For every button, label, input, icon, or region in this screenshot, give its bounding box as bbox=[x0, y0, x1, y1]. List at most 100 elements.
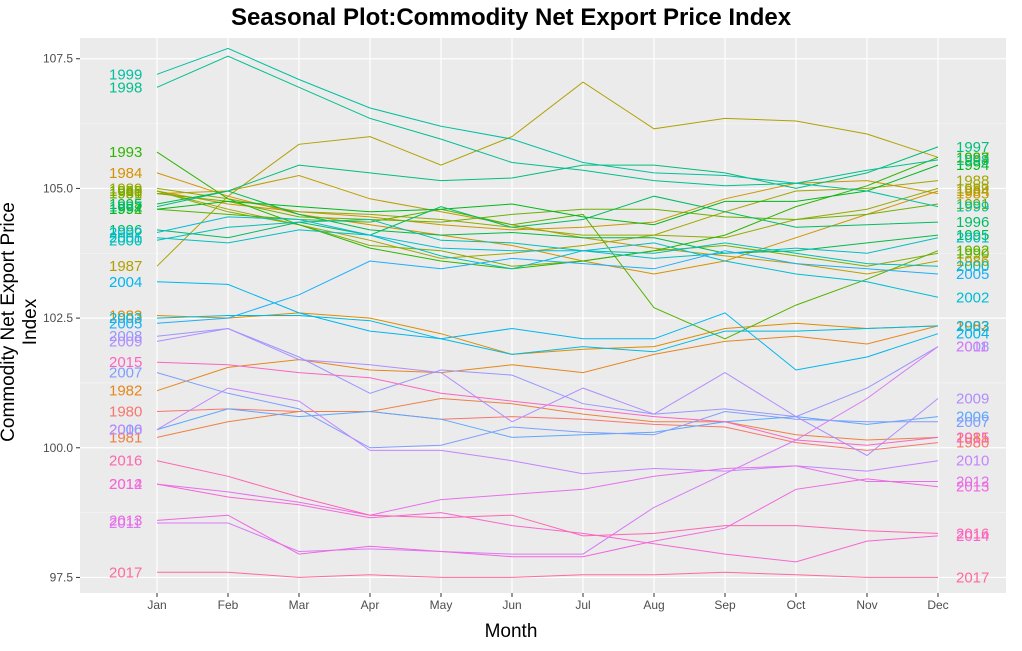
series-line-1999 bbox=[156, 47, 939, 208]
series-label-start-1985: 1985 bbox=[109, 183, 142, 200]
series-label-end-1981: 1981 bbox=[956, 429, 989, 446]
series-line-2004 bbox=[156, 281, 939, 371]
series-label-end-2012: 2012 bbox=[956, 473, 989, 490]
chart-title: Seasonal Plot:Commodity Net Export Price… bbox=[230, 4, 792, 31]
series-line-1996 bbox=[156, 195, 939, 239]
x-tick-label: Feb bbox=[218, 598, 239, 612]
x-tick-label: Mar bbox=[289, 598, 310, 612]
series-line-2003 bbox=[156, 315, 939, 355]
series-label-end-1985: 1985 bbox=[956, 186, 989, 203]
series-label-end-2003: 2003 bbox=[956, 318, 989, 335]
y-tick-label: 97.5 bbox=[50, 570, 74, 584]
series-line-2015 bbox=[156, 361, 939, 446]
x-tick-label: Sep bbox=[714, 598, 736, 612]
series-label-end-1997: 1997 bbox=[956, 139, 989, 156]
series-label-end-2008: 2008 bbox=[956, 339, 989, 356]
series-label-start-2017: 2017 bbox=[109, 564, 142, 581]
series-label-end-2005: 2005 bbox=[956, 266, 989, 283]
series-label-start-1988: 1988 bbox=[109, 183, 142, 200]
series-label-end-1996: 1996 bbox=[956, 214, 989, 231]
x-axis-ticks: Jan Feb Mar Apr May Jun Jul Aug Sep Oct Nov Dec bbox=[147, 593, 949, 612]
series-label-end-2002: 2002 bbox=[956, 289, 989, 306]
x-tick-label: Aug bbox=[643, 598, 664, 612]
series-label-end-1986: 1986 bbox=[956, 253, 989, 270]
series-label-end-1990: 1990 bbox=[956, 245, 989, 262]
y-axis-ticks: 97.5 100.0 102.5 105.0 107.5 bbox=[43, 52, 80, 584]
series-line-1984 bbox=[156, 172, 939, 275]
series-label-end-2006: 2006 bbox=[956, 409, 989, 426]
series-line-1983 bbox=[156, 312, 939, 355]
series-label-start-2010: 2010 bbox=[109, 422, 142, 439]
series-label-end-1991: 1991 bbox=[956, 196, 989, 213]
series-label-start-2013: 2013 bbox=[109, 512, 142, 529]
series-line-1980 bbox=[156, 408, 939, 451]
x-tick-label: Jun bbox=[502, 598, 521, 612]
y-tick-label: 105.0 bbox=[43, 181, 73, 195]
series-label-start-1994: 1994 bbox=[109, 201, 142, 218]
series-label-start-1982: 1982 bbox=[109, 383, 142, 400]
series-label-end-1980: 1980 bbox=[956, 435, 989, 452]
series-line-2017 bbox=[157, 571, 938, 578]
series-label-end-1982: 1982 bbox=[956, 318, 989, 335]
x-tick-label: Jul bbox=[575, 598, 590, 612]
series-label-start-2016: 2016 bbox=[109, 453, 142, 470]
y-tick-label: 102.5 bbox=[43, 311, 73, 325]
series-label-end-1983: 1983 bbox=[956, 318, 989, 335]
series-line-1982 bbox=[156, 325, 939, 392]
series-label-start-1993: 1993 bbox=[109, 144, 142, 161]
series-label-end-2017: 2017 bbox=[956, 569, 989, 586]
x-tick-label: Dec bbox=[927, 598, 948, 612]
series-label-end-2001: 2001 bbox=[956, 230, 989, 247]
series-label-start-2007: 2007 bbox=[109, 365, 142, 382]
series-line-2013 bbox=[156, 478, 939, 558]
series-label-start-2001: 2001 bbox=[109, 230, 142, 247]
series-line-2006 bbox=[156, 408, 939, 438]
series-line-1993 bbox=[156, 151, 939, 270]
series-label-end-1998: 1998 bbox=[956, 152, 989, 169]
x-tick-label: Jan bbox=[147, 598, 166, 612]
series-line-2011 bbox=[157, 346, 939, 555]
series-line-1981 bbox=[156, 397, 939, 441]
series-label-end-1989: 1989 bbox=[956, 180, 989, 197]
series-label-end-1993: 1993 bbox=[956, 149, 989, 166]
series-label-end-2013: 2013 bbox=[956, 479, 989, 496]
series-label-start-1983: 1983 bbox=[109, 308, 142, 325]
series-label-end-2000: 2000 bbox=[956, 258, 989, 275]
series-label-start-2015: 2015 bbox=[109, 354, 142, 371]
series-label-end-1988: 1988 bbox=[956, 173, 989, 190]
series-line-1991 bbox=[156, 193, 939, 223]
series-label-end-1992: 1992 bbox=[956, 243, 989, 260]
series-label-end-1995: 1995 bbox=[956, 227, 989, 244]
series-label-start-1991: 1991 bbox=[109, 186, 142, 203]
series-label-start-2006: 2006 bbox=[109, 422, 142, 439]
series-label-end-2016: 2016 bbox=[956, 525, 989, 542]
series-line-2008 bbox=[156, 327, 939, 418]
series-label-start-1998: 1998 bbox=[109, 79, 142, 96]
x-tick-label: Apr bbox=[361, 598, 380, 612]
series-label-end-1984: 1984 bbox=[956, 183, 989, 200]
series-label-end-2009: 2009 bbox=[956, 390, 989, 407]
series-label-start-1980: 1980 bbox=[109, 403, 142, 420]
series-label-end-1994: 1994 bbox=[956, 157, 989, 174]
series-label-start-2000: 2000 bbox=[109, 232, 142, 249]
series-label-start-1992: 1992 bbox=[109, 201, 142, 218]
series-label-start-1990: 1990 bbox=[109, 183, 142, 200]
series-label-start-1989: 1989 bbox=[109, 180, 142, 197]
series-line-2001 bbox=[156, 229, 939, 270]
series-label-end-2014: 2014 bbox=[956, 528, 989, 545]
x-tick-label: May bbox=[430, 598, 453, 612]
series-label-start-2004: 2004 bbox=[109, 274, 142, 291]
x-tick-label: Nov bbox=[856, 598, 877, 612]
series-line-2000 bbox=[156, 218, 939, 267]
series-line-2005 bbox=[156, 250, 939, 324]
series-label-end-2011: 2011 bbox=[956, 339, 988, 356]
series-line-2014 bbox=[156, 483, 939, 563]
series-label-start-1996: 1996 bbox=[109, 222, 142, 239]
x-tick-label: Oct bbox=[787, 598, 806, 612]
y-tick-label: 107.5 bbox=[43, 52, 73, 66]
series-line-1987 bbox=[156, 81, 939, 267]
series-line-1989 bbox=[156, 187, 939, 239]
series-label-start-2008: 2008 bbox=[109, 328, 142, 345]
series-line-2010 bbox=[156, 387, 939, 475]
